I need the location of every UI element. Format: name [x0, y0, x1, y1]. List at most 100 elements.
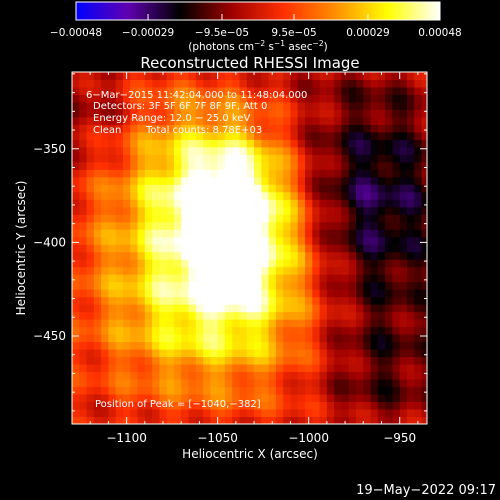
- heatmap-cell: [319, 364, 328, 373]
- heatmap-cell: [232, 379, 240, 388]
- heatmap-cell: [181, 356, 190, 365]
- heatmap-cell: [217, 296, 226, 305]
- heatmap-cell: [181, 109, 190, 118]
- heatmap-cell: [305, 79, 313, 88]
- heatmap-cell: [232, 236, 240, 245]
- heatmap-cell: [334, 169, 342, 178]
- heatmap-cell: [334, 221, 342, 230]
- heatmap-cell: [239, 131, 248, 140]
- heatmap-cell: [319, 229, 328, 238]
- heatmap-cell: [254, 371, 262, 380]
- heatmap-cell: [79, 161, 88, 170]
- heatmap-cell: [130, 184, 139, 193]
- heatmap-cell: [385, 206, 393, 215]
- heatmap-cell: [246, 94, 255, 103]
- heatmap-cell: [246, 72, 255, 80]
- heatmap-cell: [283, 341, 291, 350]
- heatmap-cell: [152, 349, 160, 358]
- heatmap-cell: [290, 409, 299, 418]
- heatmap-cell: [232, 154, 240, 163]
- heatmap-cell: [283, 206, 291, 215]
- heatmap-cell: [86, 161, 95, 170]
- heatmap-cell: [224, 311, 233, 320]
- heatmap-cell: [334, 409, 342, 418]
- heatmap-cell: [210, 401, 219, 410]
- heatmap-cell: [348, 79, 357, 88]
- heatmap-cell: [363, 229, 372, 238]
- heatmap-cell: [348, 356, 357, 365]
- heatmap-cell: [195, 289, 204, 298]
- heatmap-cell: [319, 386, 328, 395]
- heatmap-cell: [268, 296, 277, 305]
- heatmap-cell: [385, 236, 393, 245]
- heatmap-cell: [232, 221, 240, 230]
- heatmap-cell: [377, 116, 386, 125]
- heatmap-cell: [246, 214, 255, 223]
- heatmap-cell: [137, 101, 146, 110]
- heatmap-cell: [283, 221, 291, 230]
- heatmap-cell: [137, 184, 146, 193]
- heatmap-cell: [224, 349, 233, 358]
- heatmap-cell: [275, 289, 284, 298]
- heatmap-cell: [392, 161, 401, 170]
- heatmap-cell: [377, 94, 386, 103]
- heatmap-cell: [79, 146, 88, 155]
- heatmap-cell: [115, 386, 124, 395]
- heatmap-cell: [341, 124, 350, 133]
- heatmap-cell: [297, 259, 306, 268]
- heatmap-cell: [385, 371, 393, 380]
- heatmap-cell: [385, 416, 393, 424]
- heatmap-cell: [72, 124, 80, 133]
- heatmap-cell: [72, 101, 80, 110]
- heatmap-cell: [370, 334, 379, 343]
- heatmap-cell: [101, 319, 109, 328]
- heatmap-cell: [122, 281, 131, 290]
- heatmap-cell: [93, 176, 102, 185]
- heatmap-cell: [108, 94, 117, 103]
- heatmap-cell: [173, 154, 182, 163]
- heatmap-cell: [195, 124, 204, 133]
- heatmap-cell: [348, 139, 357, 148]
- heatmap-cell: [137, 86, 146, 95]
- heatmap-cell: [363, 371, 372, 380]
- heatmap-cell: [195, 409, 204, 418]
- heatmap-cell: [356, 214, 364, 223]
- heatmap-cell: [86, 326, 95, 335]
- heatmap-cell: [297, 124, 306, 133]
- heatmap-cell: [72, 154, 80, 163]
- heatmap-cell: [173, 169, 182, 178]
- heatmap-cell: [181, 259, 190, 268]
- heatmap-cell: [115, 289, 124, 298]
- heatmap-cell: [283, 72, 291, 80]
- heatmap-cell: [115, 124, 124, 133]
- heatmap-cell: [326, 349, 335, 358]
- heatmap-cell: [152, 274, 160, 283]
- heatmap-cell: [348, 251, 357, 260]
- heatmap-cell: [246, 304, 255, 313]
- heatmap-cell: [341, 266, 350, 275]
- heatmap-cell: [370, 72, 379, 80]
- heatmap-cell: [414, 169, 423, 178]
- heatmap-cell: [86, 349, 95, 358]
- heatmap-cell: [115, 236, 124, 245]
- heatmap-cell: [86, 214, 95, 223]
- heatmap-cell: [290, 146, 299, 155]
- heatmap-cell: [232, 371, 240, 380]
- heatmap-cell: [239, 124, 248, 133]
- heatmap-cell: [283, 86, 291, 95]
- heatmap-cell: [166, 409, 175, 418]
- heatmap-cell: [334, 311, 342, 320]
- heatmap-cell: [341, 311, 350, 320]
- heatmap-cell: [217, 86, 226, 95]
- heatmap-cell: [210, 251, 219, 260]
- heatmap-cell: [210, 326, 219, 335]
- heatmap-cell: [297, 206, 306, 215]
- heatmap-cell: [181, 221, 190, 230]
- heatmap-cell: [283, 296, 291, 305]
- heatmap-cell: [130, 251, 139, 260]
- heatmap-cell: [312, 334, 321, 343]
- heatmap-cell: [203, 334, 211, 343]
- heatmap-cell: [93, 206, 102, 215]
- heatmap-cell: [421, 289, 427, 298]
- heatmap-cell: [356, 386, 364, 395]
